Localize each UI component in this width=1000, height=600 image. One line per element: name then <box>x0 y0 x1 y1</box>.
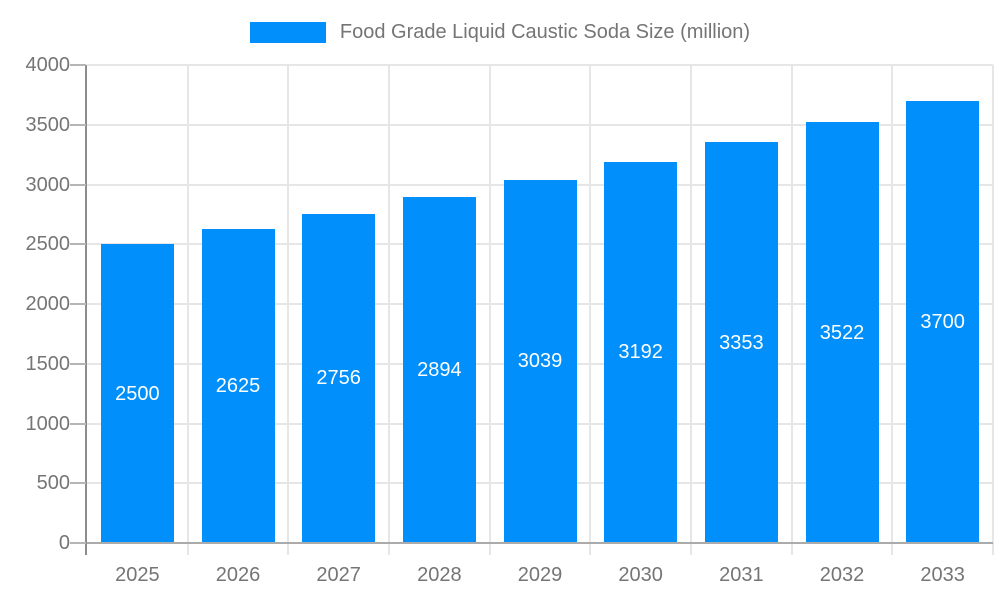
gridline-vertical <box>891 65 894 555</box>
y-tick-label: 1000 <box>25 412 71 435</box>
bar-2033[interactable]: 3700 <box>906 100 980 543</box>
y-tick-label: 4000 <box>25 54 71 76</box>
x-tick-label: 2033 <box>920 564 965 586</box>
legend-swatch-icon <box>249 21 326 43</box>
legend[interactable]: Food Grade Liquid Caustic Soda Size (mil… <box>0 20 1000 44</box>
plot-area: 2500 2625 2756 2894 3039 3192 3353 3522 3700 <box>87 64 994 555</box>
gridline-horizontal <box>87 123 993 126</box>
bar-2028[interactable]: 2894 <box>402 197 476 543</box>
y-axis-labels: 0 500 1000 1500 2000 2500 3000 3500 4000 <box>0 54 71 554</box>
y-axis-line <box>85 65 87 555</box>
bar-2026[interactable]: 2625 <box>201 229 275 543</box>
bar-2029[interactable]: 3039 <box>503 179 577 543</box>
bar-2032[interactable]: 3522 <box>805 122 879 543</box>
bar-2027[interactable]: 2756 <box>302 213 376 543</box>
y-tick-label: 3500 <box>25 113 71 136</box>
x-tick-label: 2030 <box>618 564 663 586</box>
y-tick-mark <box>70 243 86 246</box>
bar-value-label: 2625 <box>215 375 261 398</box>
bar-2025[interactable]: 2500 <box>100 244 174 543</box>
y-tick-mark <box>70 362 86 365</box>
x-tick-label: 2026 <box>215 564 261 586</box>
y-tick-mark <box>70 482 86 485</box>
gridline-vertical <box>488 65 491 555</box>
gridline-vertical <box>388 65 390 555</box>
x-tick-label: 2031 <box>719 564 764 586</box>
gridline-vertical <box>690 65 692 555</box>
y-tick-mark <box>70 183 86 186</box>
y-tick-mark <box>70 542 86 544</box>
x-tick-label: 2032 <box>819 564 865 586</box>
y-tick-mark <box>70 64 86 66</box>
gridline-vertical <box>992 65 994 555</box>
bar-value-label: 3192 <box>618 341 663 364</box>
bar-value-label: 3353 <box>719 331 764 354</box>
y-tick-label: 3000 <box>25 173 71 196</box>
bar-value-label: 3522 <box>819 321 865 344</box>
gridline-horizontal <box>87 64 993 66</box>
bar-value-label: 3039 <box>517 350 563 373</box>
x-tick-label: 2025 <box>115 564 160 586</box>
y-tick-mark <box>70 123 86 126</box>
bar-value-label: 2500 <box>115 382 160 405</box>
gridline-vertical <box>790 65 793 555</box>
x-axis-labels: 2025 2026 2027 2028 2029 2030 2031 2032 2033 <box>87 562 993 590</box>
x-tick-label: 2029 <box>517 564 563 586</box>
x-axis-line <box>87 542 993 544</box>
bar-value-label: 3700 <box>920 310 965 333</box>
legend-label: Food Grade Liquid Caustic Soda Size (mil… <box>339 21 751 43</box>
gridline-vertical <box>186 65 189 555</box>
y-tick-label: 0 <box>58 532 70 554</box>
bar-2031[interactable]: 3353 <box>704 142 778 543</box>
y-tick-label: 2500 <box>25 233 71 256</box>
x-tick-label: 2028 <box>417 564 462 586</box>
y-tick-mark <box>70 422 86 425</box>
gridline-vertical <box>287 65 290 555</box>
bar-value-label: 2894 <box>417 359 462 382</box>
gridline-vertical <box>589 65 592 555</box>
y-tick-label: 1500 <box>25 352 71 375</box>
y-tick-label: 500 <box>36 472 70 495</box>
x-tick-label: 2027 <box>316 564 361 586</box>
bar-2030[interactable]: 3192 <box>604 161 678 543</box>
y-tick-label: 2000 <box>25 293 71 315</box>
y-tick-mark <box>70 303 86 305</box>
bar-value-label: 2756 <box>316 367 361 390</box>
